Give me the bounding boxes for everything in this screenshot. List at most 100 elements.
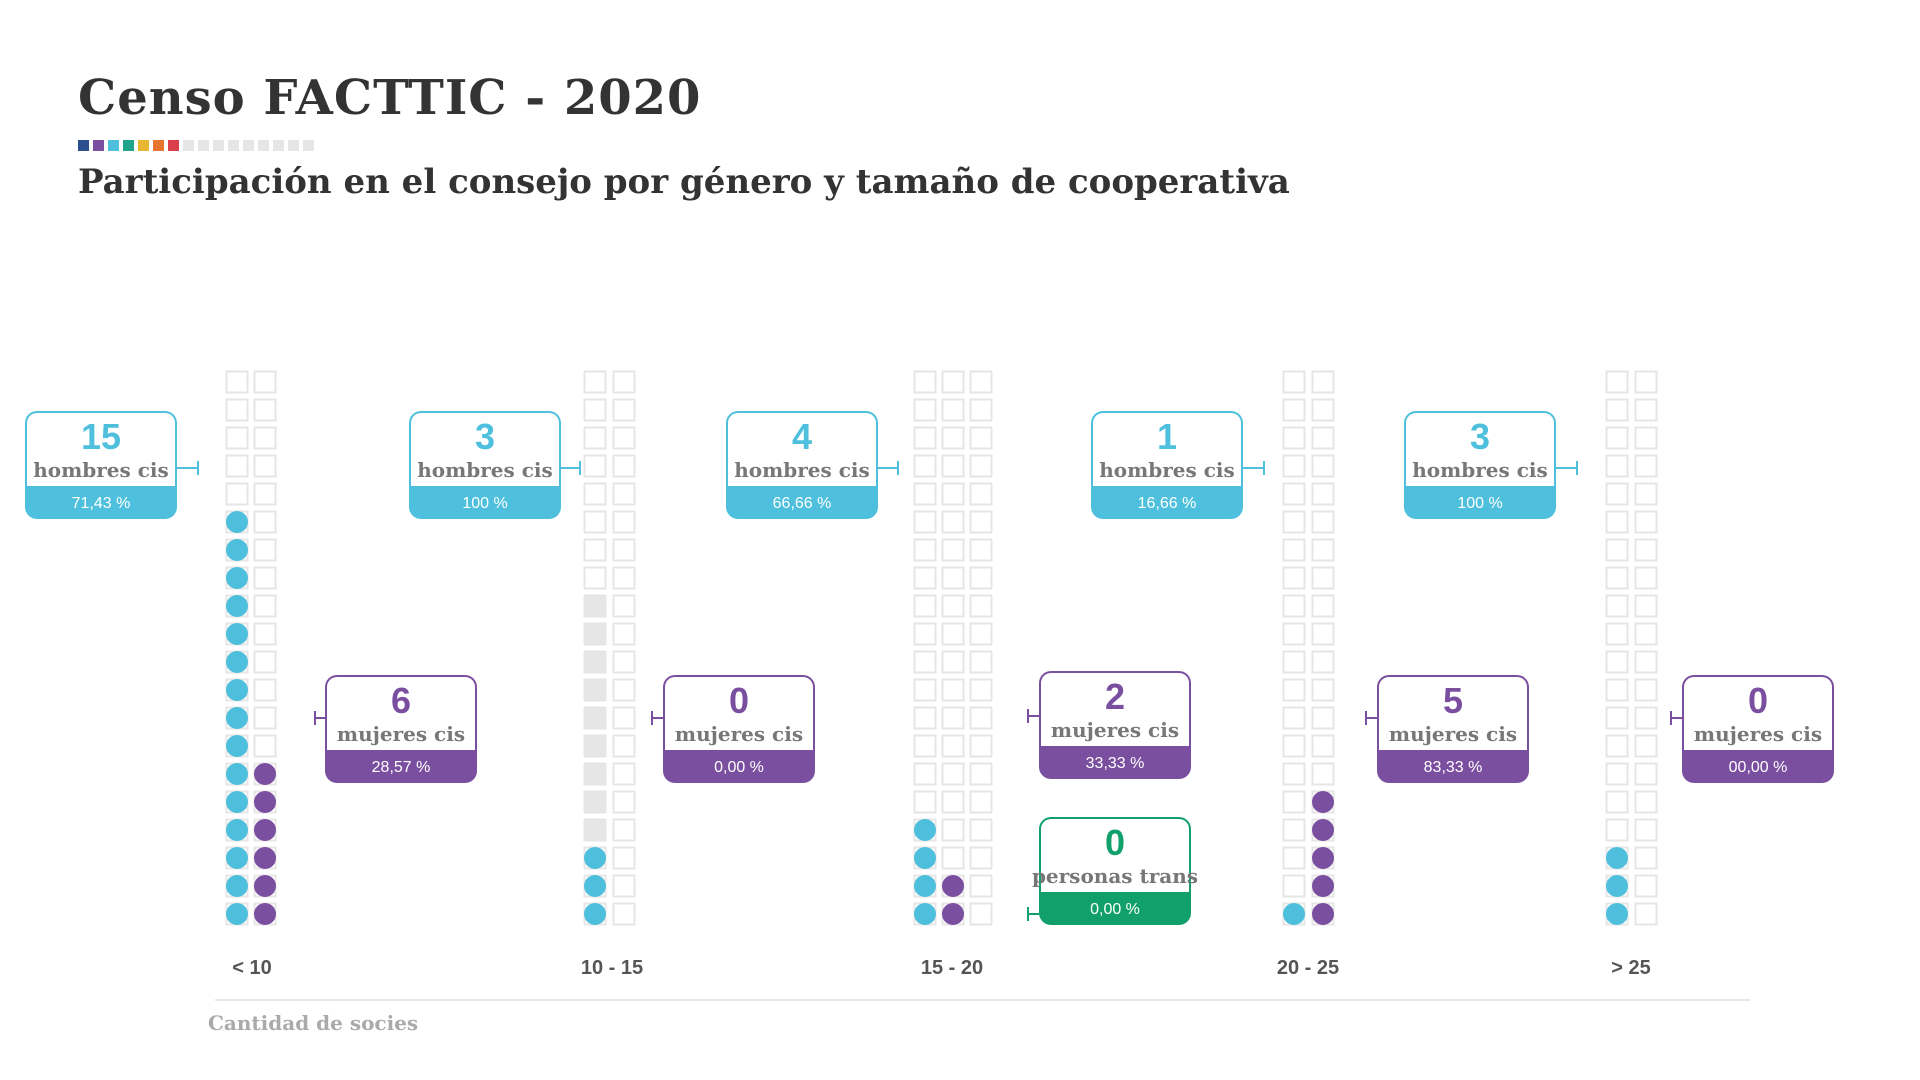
empty-cell [1282,790,1306,814]
empty-cell [612,650,636,674]
color-swatches [78,140,314,151]
empty-cell [913,454,937,478]
empty-cell [612,818,636,842]
empty-cell [1634,454,1658,478]
empty-cell [913,426,937,450]
group-1 [583,370,636,926]
empty-cell [583,566,607,590]
mujeres-dot [254,875,276,897]
swatch-2 [108,140,119,151]
empty-cell [969,370,993,394]
empty-cell [913,622,937,646]
callout-head-fill [665,738,813,750]
swatch-1 [93,140,104,151]
empty-cell [941,790,965,814]
empty-cell [1634,874,1658,898]
empty-cell [969,566,993,590]
swatch-8 [198,140,209,151]
gray-cell [584,707,606,729]
empty-cell [969,622,993,646]
hombres-dot [914,819,936,841]
empty-cell [941,622,965,646]
empty-cell [941,734,965,758]
empty-cell [1282,706,1306,730]
callout-label: mujeres cis [1051,718,1179,742]
callout-head [27,413,175,486]
callout-count: 5 [1443,680,1463,721]
empty-cell [612,790,636,814]
callout-label: mujeres cis [675,722,803,746]
empty-cell [1311,482,1335,506]
callout-head [1406,413,1554,486]
callout-label: hombres cis [1099,458,1235,482]
empty-cell [583,398,607,422]
callout-percent: 33,33 % [1086,755,1145,772]
hombres-dot [226,679,248,701]
empty-cell [253,622,277,646]
mujeres-dot [254,791,276,813]
empty-cell [1282,482,1306,506]
empty-cell [1605,678,1629,702]
empty-cell [913,650,937,674]
swatch-5 [153,140,164,151]
swatch-6 [168,140,179,151]
callout-head-fill [1093,474,1241,486]
callout-head [728,413,876,486]
callout-head [665,677,813,750]
empty-cell [1605,566,1629,590]
empty-cell [1634,510,1658,534]
empty-cell [1634,482,1658,506]
empty-cell [913,510,937,534]
category-label: 20 - 25 [1277,957,1339,979]
empty-cell [253,370,277,394]
swatch-14 [288,140,299,151]
hombres-dot [584,903,606,925]
hombres-dot [226,707,248,729]
empty-cell [612,762,636,786]
empty-cell [1634,846,1658,870]
callout-count: 0 [729,680,749,721]
callout-head-fill [1406,474,1554,486]
category-label: 10 - 15 [581,957,643,979]
empty-cell [1634,706,1658,730]
swatch-15 [303,140,314,151]
empty-cell [1634,622,1658,646]
swatch-7 [183,140,194,151]
callout-head [1041,673,1189,746]
callout-head-fill [728,474,876,486]
callout-count: 0 [1748,680,1768,721]
empty-cell [1282,678,1306,702]
group-4 [1605,370,1658,926]
category-label: > 25 [1611,957,1650,979]
empty-cell [913,482,937,506]
callout-head [1684,677,1832,750]
hombres-dot [226,791,248,813]
empty-cell [969,734,993,758]
callout-percent: 0,00 % [1090,901,1140,918]
empty-cell [1605,734,1629,758]
empty-cell [1311,650,1335,674]
empty-cell [225,482,249,506]
mujeres-dot [1312,903,1334,925]
empty-cell [969,594,993,618]
empty-cell [612,398,636,422]
empty-cell [612,874,636,898]
callout-count: 3 [1470,416,1490,457]
callout-label: hombres cis [417,458,553,482]
empty-cell [913,594,937,618]
hombres-dot [226,903,248,925]
gray-cell [584,791,606,813]
callout-percent: 71,43 % [72,495,131,512]
empty-cell [1634,566,1658,590]
empty-cell [583,426,607,450]
callout-label: hombres cis [33,458,169,482]
empty-cell [1605,510,1629,534]
callout-count: 0 [1105,822,1125,863]
callout-label: hombres cis [734,458,870,482]
empty-cell [1605,650,1629,674]
empty-cell [1282,510,1306,534]
chart-subtitle: Participación en el consejo por género y… [78,162,1290,202]
hombres-dot [226,819,248,841]
